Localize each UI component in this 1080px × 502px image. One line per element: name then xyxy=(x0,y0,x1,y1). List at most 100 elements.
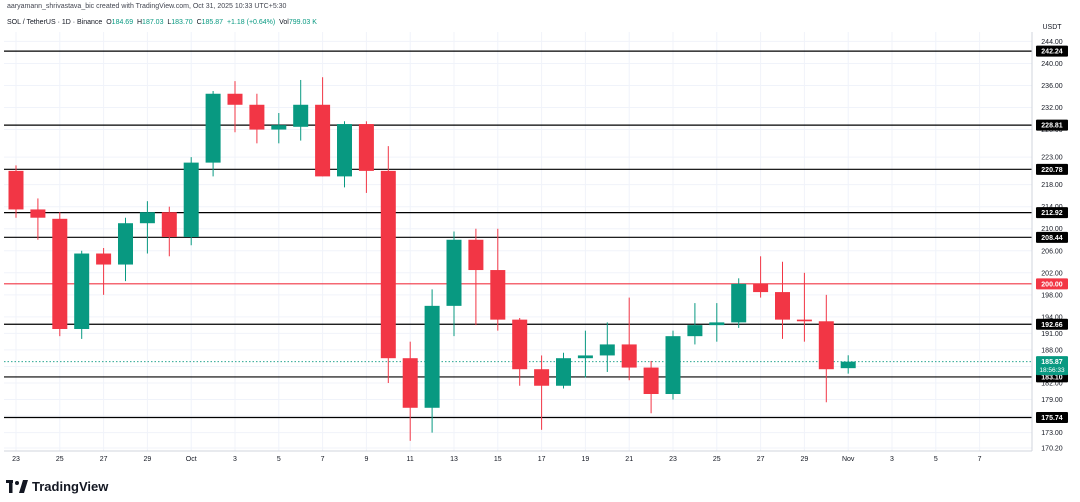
candle[interactable] xyxy=(293,79,309,141)
y-tick-label: 188.00 xyxy=(1041,347,1063,354)
candle-body xyxy=(271,125,287,130)
candle[interactable] xyxy=(249,93,265,144)
x-tick-label: 23 xyxy=(669,456,677,463)
candle-body xyxy=(796,319,812,322)
candle[interactable] xyxy=(315,77,331,177)
level-price-label: 212.92 xyxy=(1041,210,1063,217)
footer-brand[interactable]: TradingView xyxy=(6,476,108,496)
candle[interactable] xyxy=(796,272,812,342)
candle[interactable] xyxy=(183,157,199,246)
level-price-label: 200.00 xyxy=(1041,281,1063,288)
tradingview-brand: TradingView xyxy=(32,478,109,494)
candle[interactable] xyxy=(118,217,133,282)
x-tick-label: 21 xyxy=(625,456,633,463)
candle[interactable] xyxy=(52,212,68,337)
candle[interactable] xyxy=(205,90,221,177)
candle[interactable] xyxy=(687,303,703,345)
candle-body xyxy=(534,369,550,386)
last-price-tag xyxy=(1036,356,1068,376)
candle[interactable] xyxy=(512,317,528,386)
candle[interactable] xyxy=(74,250,90,339)
candle[interactable] xyxy=(337,121,352,188)
candle-body xyxy=(818,321,834,370)
open-label: O xyxy=(106,19,112,26)
x-tick-label: 5 xyxy=(934,456,938,463)
volume-value: 799.03 K xyxy=(288,19,317,26)
candle[interactable] xyxy=(556,352,571,389)
last-price-label: 185.87 xyxy=(1041,359,1063,366)
candle[interactable] xyxy=(643,360,659,414)
candle-body xyxy=(775,292,790,320)
x-tick-label: 11 xyxy=(407,456,414,463)
candle[interactable] xyxy=(424,289,440,433)
candle[interactable] xyxy=(709,303,725,342)
tradingview-logo-icon xyxy=(6,479,28,493)
x-tick-label: 25 xyxy=(56,456,64,463)
candle-body xyxy=(249,104,265,130)
candle-body xyxy=(96,253,112,265)
high-label: H xyxy=(136,19,143,26)
candle[interactable] xyxy=(621,297,637,381)
candle[interactable] xyxy=(577,330,593,378)
level-price-tag xyxy=(1036,411,1068,423)
candle-body xyxy=(556,358,571,386)
candle[interactable] xyxy=(468,228,484,326)
candle[interactable] xyxy=(8,165,24,218)
candle[interactable] xyxy=(599,322,615,372)
candle[interactable] xyxy=(96,248,112,295)
candle[interactable] xyxy=(358,121,374,193)
candle-body xyxy=(161,212,177,237)
symbol-legend: SOL / TetherUS · 1D · Binance O184.69 H1… xyxy=(7,19,317,26)
candle[interactable] xyxy=(402,341,418,441)
time-axis[interactable]: 23 25 27 29 Oct 3 5 7 9 11 13 15 17 19 21 23 25 27 29 Nov 3 5… xyxy=(4,450,1032,463)
y-tick-label: 191.00 xyxy=(1041,331,1063,338)
candles xyxy=(8,77,856,441)
candle[interactable] xyxy=(818,294,834,403)
x-tick-label: 3 xyxy=(233,456,237,463)
x-tick-label: 25 xyxy=(713,456,721,463)
candle[interactable] xyxy=(731,278,747,328)
candle[interactable] xyxy=(446,231,462,337)
y-tick-label: 198.00 xyxy=(1041,292,1063,299)
candle-body xyxy=(74,253,90,329)
y-tick-label: 173.00 xyxy=(1041,430,1063,437)
candle[interactable] xyxy=(161,206,177,257)
candle-body xyxy=(8,170,24,210)
candle[interactable] xyxy=(271,113,287,144)
x-tick-label: 29 xyxy=(144,456,152,463)
candle[interactable] xyxy=(753,256,769,298)
candle[interactable] xyxy=(840,355,856,374)
level-price-label: 242.24 xyxy=(1041,49,1063,56)
currency-label: USDT xyxy=(1042,24,1062,31)
candle-body xyxy=(52,218,68,329)
x-tick-label: Oct xyxy=(186,456,197,463)
level-price-label: 175.74 xyxy=(1041,415,1063,422)
x-tick-label: 29 xyxy=(801,456,809,463)
candle[interactable] xyxy=(775,261,790,339)
candle[interactable] xyxy=(665,330,681,400)
high-value: 187.03 xyxy=(142,19,164,26)
low-value: 183.70 xyxy=(171,19,193,26)
candle[interactable] xyxy=(490,228,506,331)
low-label: L xyxy=(167,19,172,26)
candle[interactable] xyxy=(534,355,550,430)
y-tick-label: 194.00 xyxy=(1041,314,1063,321)
x-tick-label: 17 xyxy=(538,456,546,463)
candle-body xyxy=(402,358,418,408)
volume-label: Vol xyxy=(279,19,289,26)
x-tick-label: 13 xyxy=(450,456,458,463)
candle-body xyxy=(118,223,133,265)
candle-body xyxy=(643,367,659,395)
y-tick-label: 182.00 xyxy=(1041,380,1063,387)
y-tick-label: 206.00 xyxy=(1041,248,1063,255)
candle[interactable] xyxy=(139,201,155,254)
x-tick-label: 27 xyxy=(757,456,765,463)
candle-body xyxy=(577,355,593,359)
candle[interactable] xyxy=(30,198,46,240)
x-tick-label: 3 xyxy=(890,456,894,463)
y-tick-label: 223.00 xyxy=(1041,155,1063,162)
candle-body xyxy=(687,325,703,337)
candle[interactable] xyxy=(227,81,243,133)
candle[interactable] xyxy=(380,146,396,383)
